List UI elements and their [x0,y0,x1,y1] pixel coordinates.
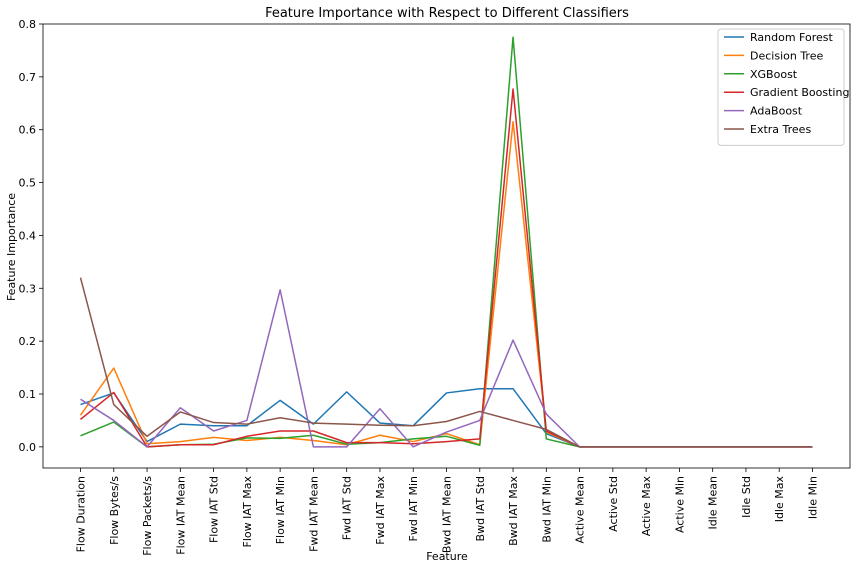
y-tick-label: 0.2 [19,335,37,348]
x-tick-label: Active Min [673,476,686,533]
legend-label: Extra Trees [750,123,811,136]
x-tick-label: Flow IAT Std [208,476,221,543]
x-tick-label: Active Mean [574,476,587,544]
x-tick-label: Flow Duration [75,476,88,552]
x-tick-label: Flow Bytes/s [108,476,121,545]
x-tick-label: Flow IAT Max [241,476,254,548]
x-tick-label: Fwd IAT Max [374,476,387,545]
x-tick-label: Active Max [640,476,653,537]
x-tick-label: Bwd IAT Max [507,476,520,546]
x-tick-label: Bwd IAT Mean [441,476,454,553]
legend: Random Forest Decision Tree XGBoost Gradien… [717,28,849,146]
x-tick-label: Active Std [607,476,620,532]
x-tick-label: Fwd IAT Min [407,476,420,541]
chart-title: Feature Importance with Respect to Diffe… [265,6,629,21]
y-tick-label: 0.7 [19,71,37,84]
y-tick-label: 0.4 [19,229,37,242]
y-axis: 0.0 0.1 0.2 0.3 0.4 0.5 0.6 0.7 0.8 [19,18,43,454]
series-line-decision-tree [79,121,813,448]
y-tick-label: 0.0 [19,441,37,454]
x-tick-label: Flow IAT Mean [174,476,187,555]
legend-label: Decision Tree [750,49,823,62]
x-tick-label: Bwd IAT Std [474,476,487,541]
x-axis-label: Feature [426,550,468,563]
series-line-random-forest [80,387,813,448]
x-tick-label: Idle Max [773,476,786,523]
x-tick-label: Flow IAT Min [274,476,287,544]
y-tick-label: 0.1 [19,388,37,401]
x-axis: Flow Duration Flow Bytes/s Flow Packets/s F… [75,468,820,556]
legend-label: XGBoost [750,68,798,81]
x-tick-label: Fwd IAT Mean [307,476,320,552]
series-line-adaboost [80,289,813,448]
series-line-xgboost [80,36,813,448]
legend-label: Gradient Boosting [750,86,849,99]
legend-label: Random Forest [750,31,833,44]
y-axis-label: Feature Importance [5,193,18,301]
y-tick-label: 0.5 [19,177,37,190]
x-tick-label: Bwd IAT Min [540,476,553,543]
y-tick-label: 0.3 [19,282,37,295]
x-tick-label: Idle Mean [707,476,720,530]
legend-label: AdaBoost [750,105,803,118]
x-tick-label: Idle Min [807,476,820,519]
series-lines [79,36,813,448]
series-line-extra-trees [79,277,813,448]
legend-box [717,28,845,146]
y-tick-label: 0.6 [19,124,37,137]
x-tick-label: Flow Packets/s [141,476,154,556]
x-tick-label: Fwd IAT Std [341,476,354,540]
x-tick-label: Idle Std [740,476,753,518]
y-tick-label: 0.8 [19,18,37,31]
